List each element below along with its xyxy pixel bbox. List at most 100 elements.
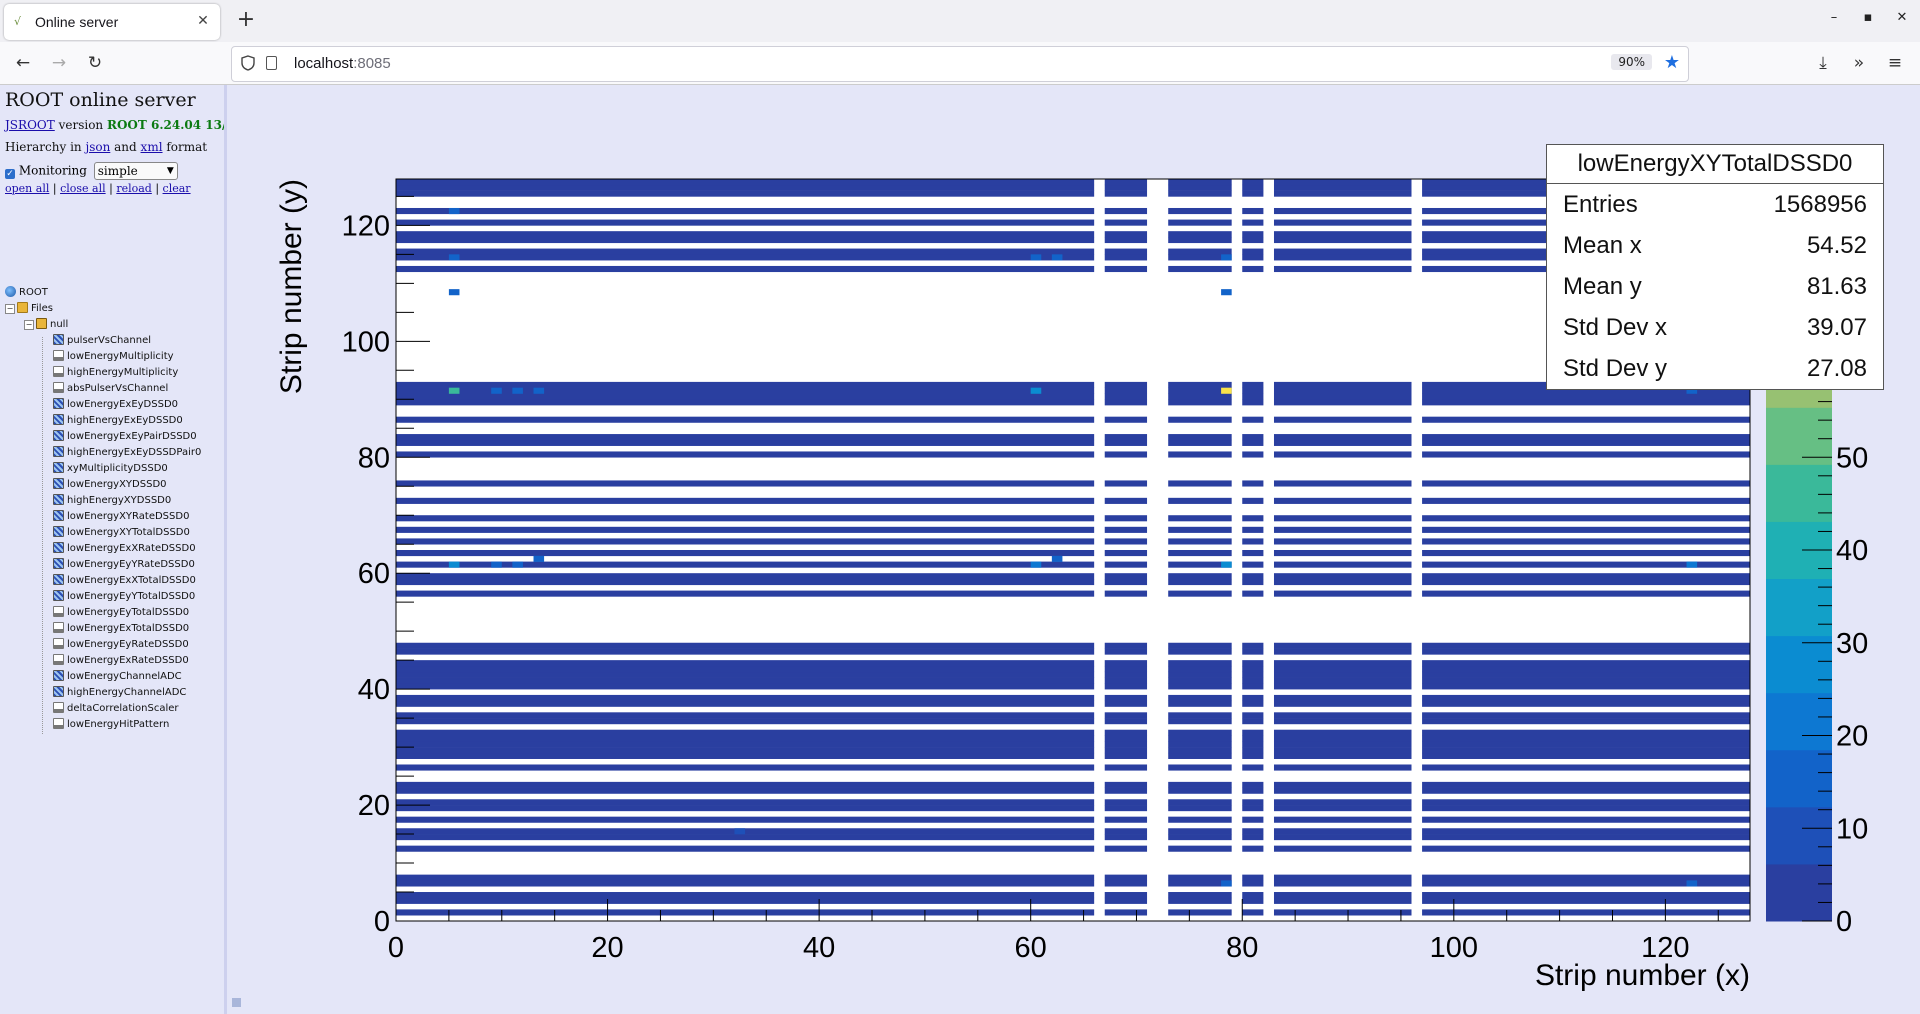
heatmap-band xyxy=(1273,578,1412,586)
heatmap-band xyxy=(1168,799,1232,806)
tree-item[interactable]: highEnergyXYDSSD0 xyxy=(53,493,171,509)
browser-tab[interactable]: √ Online server ✕ xyxy=(4,4,220,40)
tree-item[interactable]: lowEnergyEyRateDSSD0 xyxy=(53,637,189,653)
tree-item[interactable]: lowEnergyExXRateDSSD0 xyxy=(53,541,196,557)
heatmap-band xyxy=(1273,781,1412,788)
tree-node-files[interactable]: − Files xyxy=(5,302,53,314)
histogram-1d-icon xyxy=(53,350,64,361)
heatmap-band xyxy=(396,393,1095,400)
heatmap-band xyxy=(1168,741,1232,748)
tree-item[interactable]: lowEnergyXYTotalDSSD0 xyxy=(53,525,190,541)
open-all-link[interactable]: open all xyxy=(5,182,50,195)
heatmap-cell xyxy=(1221,561,1232,568)
heatmap-band xyxy=(1242,845,1264,852)
tree-node-file[interactable]: − null xyxy=(24,318,69,330)
close-icon[interactable]: ✕ xyxy=(1896,10,1908,25)
new-tab-button[interactable]: + xyxy=(236,7,256,32)
heatmap-band xyxy=(1168,660,1232,667)
clear-link[interactable]: clear xyxy=(162,182,191,195)
heatmap-band xyxy=(1273,497,1412,504)
tree-item[interactable]: xyMultiplicityDSSD0 xyxy=(53,461,168,477)
menu-icon[interactable]: ≡ xyxy=(1887,53,1903,73)
panel-splitter[interactable] xyxy=(224,85,227,1014)
zoom-level[interactable]: 90% xyxy=(1611,54,1652,70)
heatmap-band xyxy=(1273,381,1412,388)
forward-icon[interactable]: → xyxy=(51,53,67,73)
heatmap-band xyxy=(396,538,1095,545)
heatmap-band xyxy=(1168,434,1232,441)
heatmap-band xyxy=(1422,590,1750,597)
heatmap-band xyxy=(1104,451,1148,458)
y-tick-label: 100 xyxy=(342,326,390,358)
tab-close-icon[interactable]: ✕ xyxy=(197,13,209,29)
monitoring-label: Monitoring xyxy=(18,163,87,178)
star-icon[interactable]: ★ xyxy=(1663,52,1680,73)
heatmap-band xyxy=(1273,590,1412,597)
tree-item[interactable]: lowEnergyMultiplicity xyxy=(53,349,174,365)
overflow-icon[interactable]: » xyxy=(1853,53,1865,73)
tree-item[interactable]: highEnergyMultiplicity xyxy=(53,365,178,381)
histogram-1d-icon xyxy=(53,718,64,729)
heatmap-band xyxy=(1104,248,1148,255)
heatmap-band xyxy=(1273,805,1412,812)
heatmap-band xyxy=(1104,439,1148,446)
resize-handle[interactable] xyxy=(232,998,241,1007)
collapse-icon[interactable]: − xyxy=(5,304,15,314)
reload-icon[interactable]: ↻ xyxy=(87,53,103,73)
tree-item[interactable]: pulserVsChannel xyxy=(53,333,151,349)
heatmap-band xyxy=(1168,897,1232,904)
close-all-link[interactable]: close all xyxy=(60,182,106,195)
tree-item[interactable]: lowEnergyHitPattern xyxy=(53,717,169,733)
reload-link[interactable]: reload xyxy=(116,182,152,195)
tree-item[interactable]: lowEnergyXYRateDSSD0 xyxy=(53,509,189,525)
tree-item[interactable]: lowEnergyEyTotalDSSD0 xyxy=(53,605,189,621)
xml-link[interactable]: xml xyxy=(140,140,163,154)
tree-item[interactable]: lowEnergyExTotalDSSD0 xyxy=(53,621,189,637)
heatmap-band xyxy=(1273,700,1412,707)
tree-node-root[interactable]: ROOT xyxy=(5,285,48,301)
monitoring-checkbox[interactable]: ✓ xyxy=(5,168,15,179)
monitoring-select[interactable]: simple ▼ xyxy=(93,162,178,180)
tree-item[interactable]: absPulserVsChannel xyxy=(53,381,168,397)
tree-item[interactable]: lowEnergyEyYTotalDSSD0 xyxy=(53,589,195,605)
tree-item[interactable]: lowEnergyExEyPairDSSD0 xyxy=(53,429,197,445)
histogram-1d-icon xyxy=(53,638,64,649)
stats-box[interactable]: lowEnergyXYTotalDSSD0 Entries 1568956 Mea… xyxy=(1546,144,1884,390)
collapse-icon[interactable]: − xyxy=(24,320,34,330)
maximize-icon[interactable]: ▪ xyxy=(1863,10,1873,25)
tree-item[interactable]: lowEnergyExRateDSSD0 xyxy=(53,653,189,669)
tree-item[interactable]: highEnergyExEyDSSDPair0 xyxy=(53,445,201,461)
heatmap-band xyxy=(1104,700,1148,707)
tree-item[interactable]: lowEnergyExEyDSSD0 xyxy=(53,397,178,413)
heatmap-band xyxy=(396,184,1095,191)
heatmap-band xyxy=(1104,561,1148,568)
tree-item[interactable]: lowEnergyChannelADC xyxy=(53,669,182,685)
histogram-2d-icon xyxy=(53,510,64,521)
tree-item[interactable]: highEnergyExEyDSSD0 xyxy=(53,413,183,429)
tree-guide-line xyxy=(42,337,44,734)
back-icon[interactable]: ← xyxy=(15,53,31,73)
tree-item[interactable]: lowEnergyEyYRateDSSD0 xyxy=(53,557,195,573)
tree-item[interactable]: deltaCorrelationScaler xyxy=(53,701,178,717)
heatmap-band xyxy=(1242,897,1264,904)
tab-strip: √ Online server ✕ + – ▪ ✕ xyxy=(0,0,1920,42)
shield-icon[interactable] xyxy=(240,55,256,71)
heatmap-band xyxy=(1104,747,1148,754)
heatmap-band xyxy=(396,526,1095,533)
url-bar[interactable]: localhost:8085 90% ★ xyxy=(231,46,1689,82)
heatmap-band xyxy=(1104,550,1148,557)
tree-item[interactable]: highEnergyChannelADC xyxy=(53,685,186,701)
heatmap-cell xyxy=(533,555,545,562)
json-link[interactable]: json xyxy=(85,140,111,154)
heatmap-band xyxy=(1168,805,1232,812)
minimize-icon[interactable]: – xyxy=(1830,10,1838,25)
jsroot-link[interactable]: JSROOT xyxy=(5,118,55,132)
url-text[interactable]: localhost:8085 xyxy=(294,55,391,72)
tree-item[interactable]: lowEnergyXYDSSD0 xyxy=(53,477,167,493)
heatmap-band xyxy=(1422,439,1750,446)
download-icon[interactable]: ⤓ xyxy=(1819,53,1827,73)
heatmap-band xyxy=(1273,752,1412,759)
tree-item[interactable]: lowEnergyExXTotalDSSD0 xyxy=(53,573,196,589)
heatmap-band xyxy=(396,550,1095,557)
